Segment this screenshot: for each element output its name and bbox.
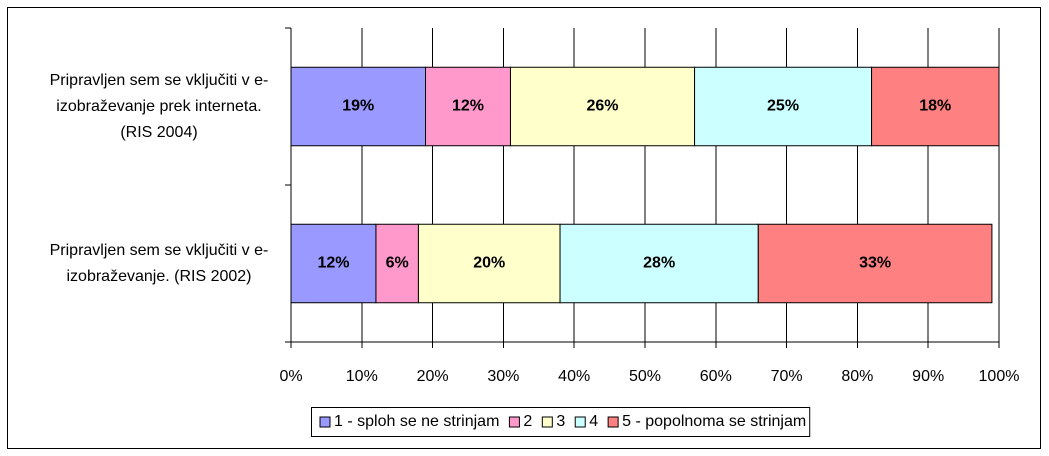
data-label: 33% [859,255,891,272]
bar-segment [375,223,419,304]
data-label: 19% [342,98,374,115]
legend-swatch [574,416,586,428]
x-tick-label: 10% [346,368,378,385]
bar-segment [290,66,427,147]
data-label: 20% [473,255,505,272]
bar-segment [559,223,759,304]
legend-swatch [508,416,520,428]
data-label: 25% [767,98,799,115]
legend-swatch [541,416,553,428]
legend-box [311,407,811,437]
legend-label: 4 [589,413,598,430]
x-tick-label: 0% [279,368,302,385]
legend-label: 2 [523,413,532,430]
legend-swatch [319,416,331,428]
legend-swatch [607,416,619,428]
x-tick-label: 80% [841,368,873,385]
bar-segment [425,66,511,147]
bar-segment [757,223,993,304]
data-label: 12% [317,255,349,272]
bar-segment [417,223,561,304]
legend-label: 1 - sploh se ne strinjam [334,413,499,430]
y-tick-label: Pripravljen sem se vključiti v e-izobraž… [49,241,269,285]
x-tick-label: 40% [558,368,590,385]
x-tick-label: 30% [487,368,519,385]
x-tick-label: 20% [417,368,449,385]
bar-segment [290,223,377,304]
y-tick-label: Pripravljen sem se vključiti v e-izobraž… [49,71,269,141]
legend-label: 5 - popolnoma se strinjam [622,413,806,430]
x-tick-label: 70% [771,368,803,385]
legend: 1 - sploh se ne strinjam 2 3 4 5 - popolnoma… [311,407,811,437]
data-label: 28% [643,255,675,272]
bar-segment [694,66,873,147]
x-tick-label: 50% [629,368,661,385]
x-tick-label: 60% [700,368,732,385]
legend-label: 3 [556,413,565,430]
x-tick-label: 100% [979,368,1020,385]
data-label: 18% [919,98,951,115]
data-label: 12% [452,98,484,115]
data-label: 26% [587,98,619,115]
x-tick-label: 90% [912,368,944,385]
data-label: 6% [386,255,409,272]
bar-segment [509,66,696,147]
bar-segment [871,66,1000,147]
